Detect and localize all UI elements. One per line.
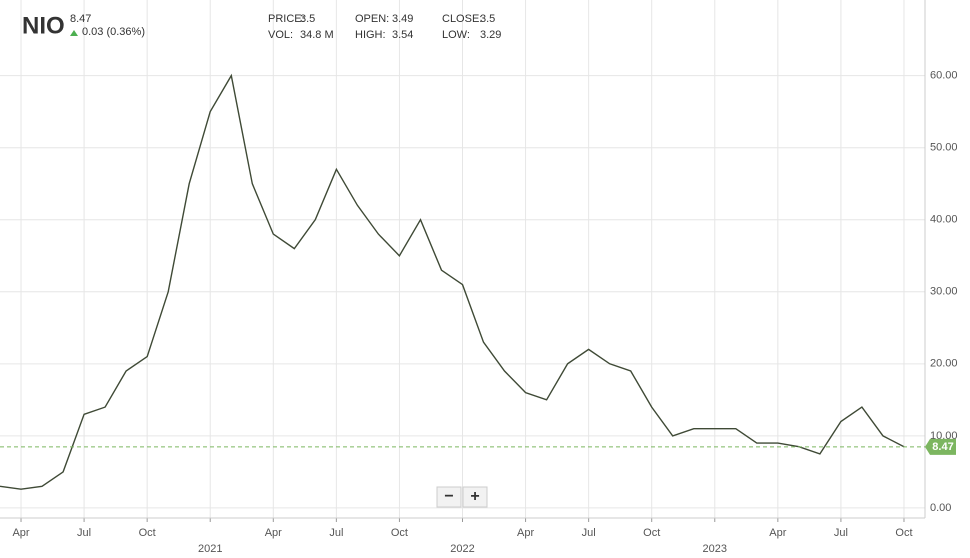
y-tick-label: 40.00 <box>930 214 958 226</box>
symbol: NIO <box>22 12 65 39</box>
y-tick-label: 20.00 <box>930 358 958 370</box>
y-tick-label: 30.00 <box>930 286 958 298</box>
stat-label: VOL: <box>268 29 293 41</box>
stat-label: PRICE: <box>268 13 305 25</box>
header-price: 8.47 <box>70 13 91 25</box>
x-tick-label: Apr <box>265 527 282 539</box>
zoom-in-button[interactable] <box>462 486 488 508</box>
zoom-in-label[interactable]: + <box>470 488 479 505</box>
zoom-out-button[interactable] <box>436 486 462 508</box>
x-tick-label: Apr <box>517 527 534 539</box>
x-tick-label: Jul <box>834 527 848 539</box>
x-tick-label: 2021 <box>198 543 222 555</box>
x-tick-label: Jul <box>582 527 596 539</box>
stat-value: 3.29 <box>480 29 501 41</box>
stat-label: OPEN: <box>355 13 389 25</box>
stat-label: CLOSE: <box>442 13 482 25</box>
price-line <box>0 73 905 490</box>
zoom: − + <box>436 486 488 508</box>
last-price-label: 8.47 <box>932 441 953 453</box>
y-tick-label: 0.00 <box>930 502 951 514</box>
last-price-tag <box>925 438 956 455</box>
x-tick-label: 2022 <box>450 543 474 555</box>
x-tick-label: 2023 <box>703 543 727 555</box>
x-tick-label: Oct <box>643 527 660 539</box>
zoom-out-label[interactable]: − <box>444 488 453 505</box>
y-tick-label: 50.00 <box>930 142 958 154</box>
up-arrow <box>70 30 78 36</box>
stat-value: 3.5 <box>300 13 315 25</box>
x-tick-label: Apr <box>769 527 786 539</box>
stat-value: 3.54 <box>392 29 413 41</box>
y-tick-label: 60.00 <box>930 70 958 82</box>
x-tick-label: Apr <box>12 527 29 539</box>
change: 0.03 (0.36%) <box>82 26 145 38</box>
y-tick-label: 10.00 <box>930 430 958 442</box>
x-tick-label: Jul <box>77 527 91 539</box>
x-tick-label: Oct <box>139 527 156 539</box>
stat-value: 34.8 M <box>300 29 334 41</box>
x-tick-label: Jul <box>329 527 343 539</box>
stat-value: 3.5 <box>480 13 495 25</box>
stat-value: 3.49 <box>392 13 413 25</box>
x-tick-label: Oct <box>895 527 912 539</box>
stat-label: LOW: <box>442 29 470 41</box>
stat-label: HIGH: <box>355 29 386 41</box>
x-tick-label: Oct <box>391 527 408 539</box>
